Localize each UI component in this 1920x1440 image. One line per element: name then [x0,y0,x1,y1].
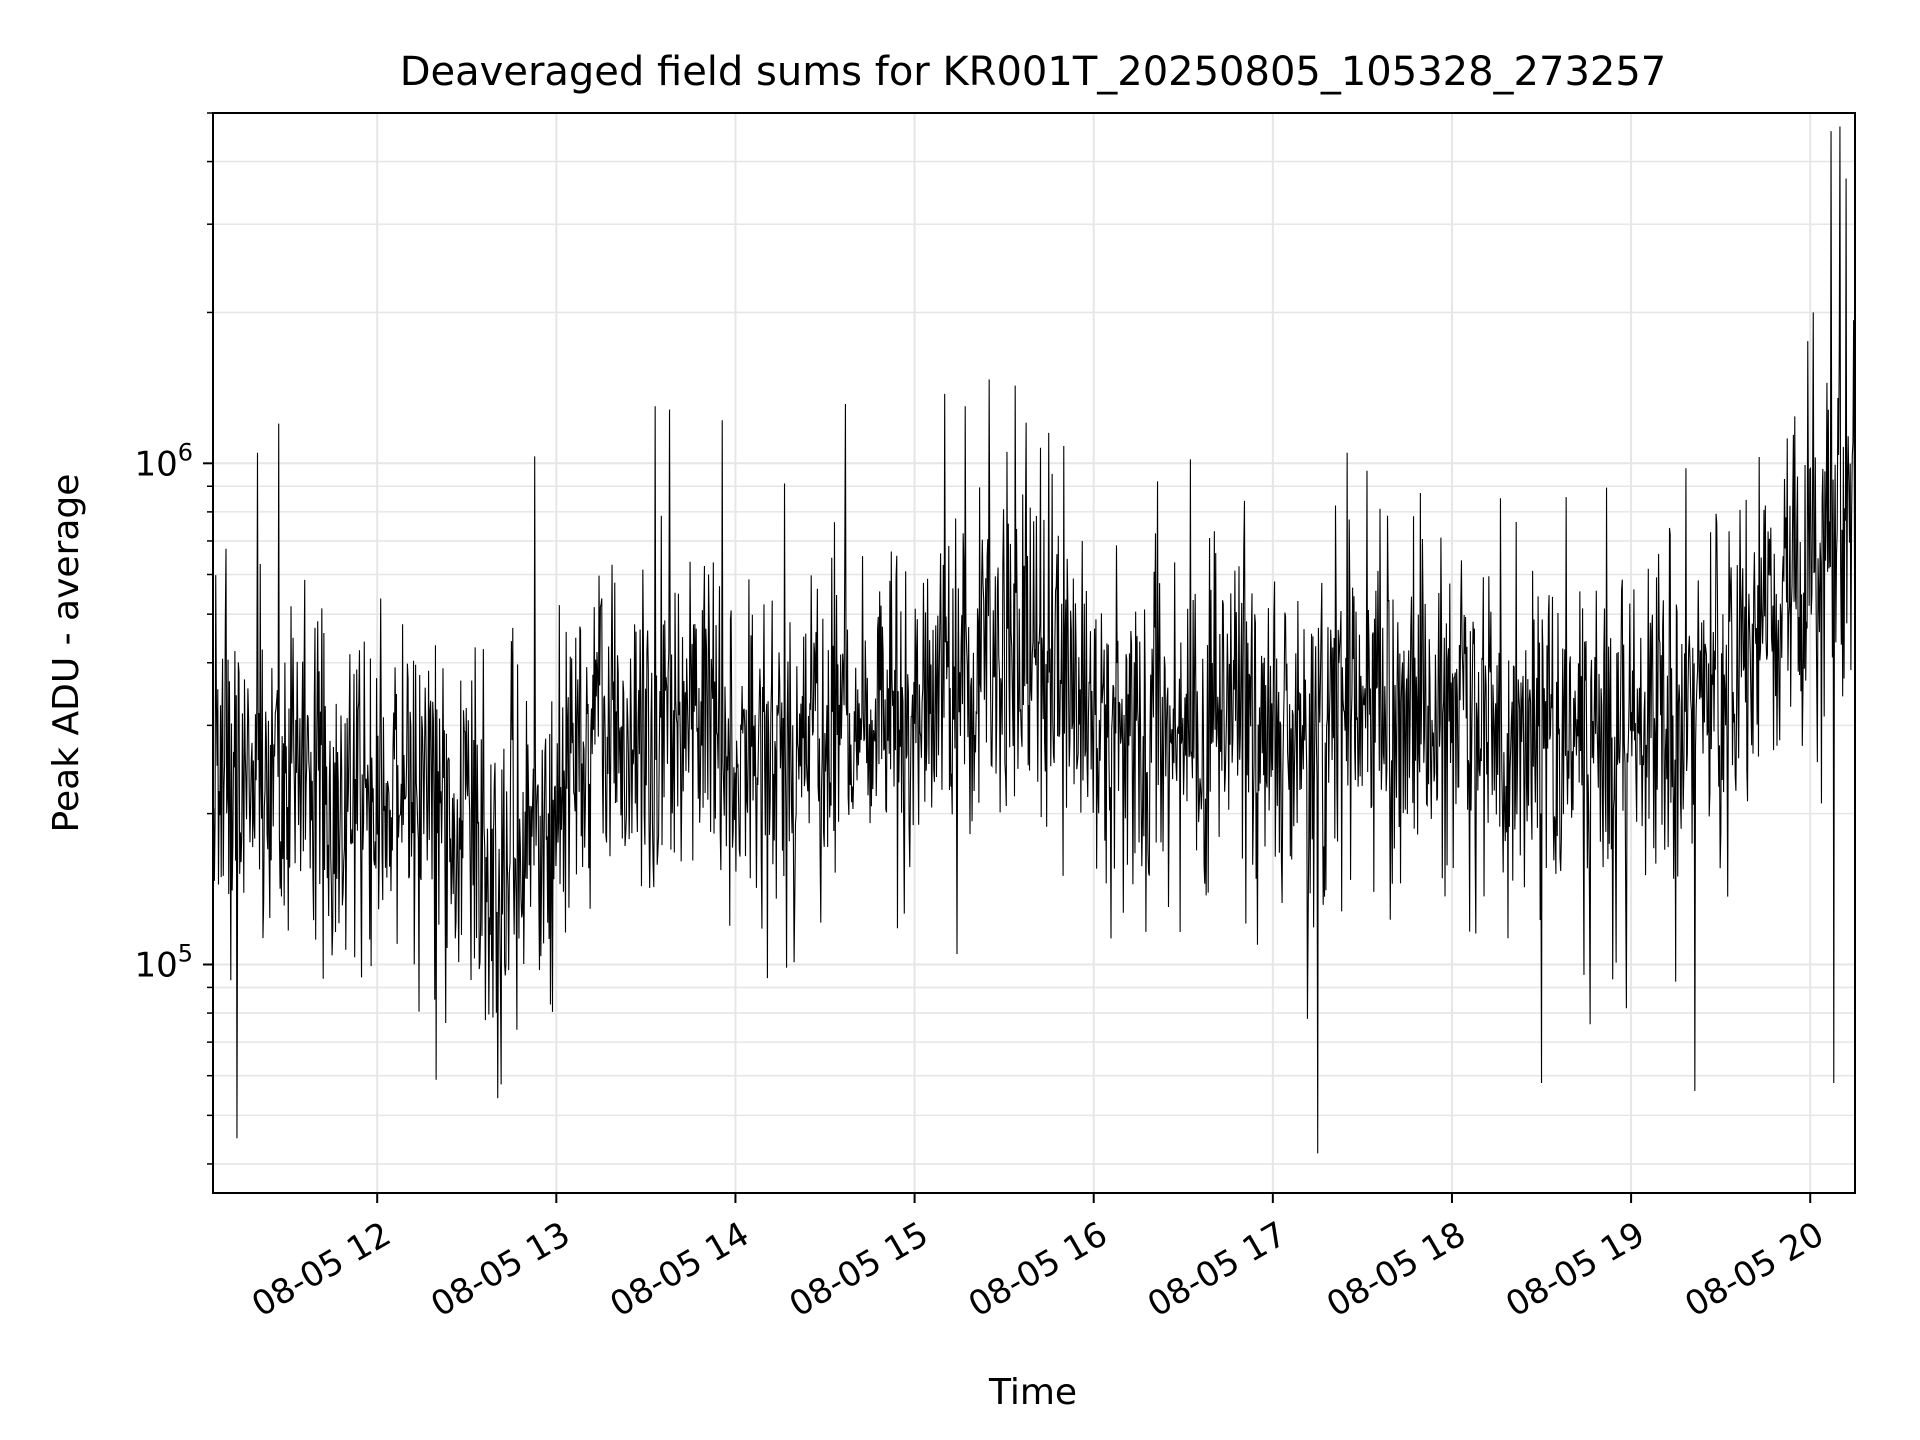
y-axis-label: Peak ADU - average [46,474,87,833]
y-tick-label: 105 [134,939,193,985]
y-axis-ticks: 105 106 [134,112,213,1165]
data-series-line [212,126,1856,1154]
chart-title: Deaveraged field sums for KR001T_2025080… [400,49,1667,95]
x-axis-label: Time [988,1372,1077,1413]
plot-area-frame [212,112,1856,1194]
y-tick-label: 106 [134,438,193,484]
